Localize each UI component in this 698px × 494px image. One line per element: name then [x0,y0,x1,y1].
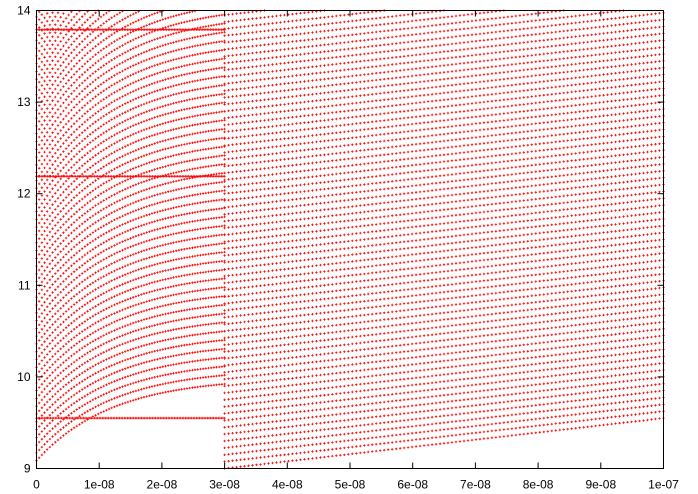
plot-frame [36,10,664,469]
y-tick-label: 14 [17,4,31,18]
y-tick-label: 11 [18,278,31,292]
x-axis: 0 1e-08 2e-08 3e-08 4e-08 5e-08 6e-08 7e-08 8e-0… [33,10,679,492]
y-tick-label: 13 [17,95,31,109]
x-tick-label: 1e-08 [84,478,115,492]
x-tick-label: 6e-08 [397,478,428,492]
x-tick-label: 5e-08 [335,478,366,492]
x-tick-label: 8e-08 [523,478,554,492]
scatter-points [35,9,665,470]
x-tick-label: 1e-07 [648,478,679,492]
x-tick-label: 9e-08 [585,478,616,492]
y-axis: 9 10 11 12 13 14 [17,4,664,476]
x-tick-label: 0 [33,478,40,492]
x-tick-label: 7e-08 [460,478,491,492]
x-tick-label: 4e-08 [272,478,303,492]
y-tick-label: 10 [17,370,31,384]
data-points [35,9,665,470]
y-tick-label: 12 [17,187,31,201]
x-tick-label: 2e-08 [147,478,178,492]
y-tick-label: 9 [24,462,31,476]
x-tick-label: 3e-08 [209,478,240,492]
